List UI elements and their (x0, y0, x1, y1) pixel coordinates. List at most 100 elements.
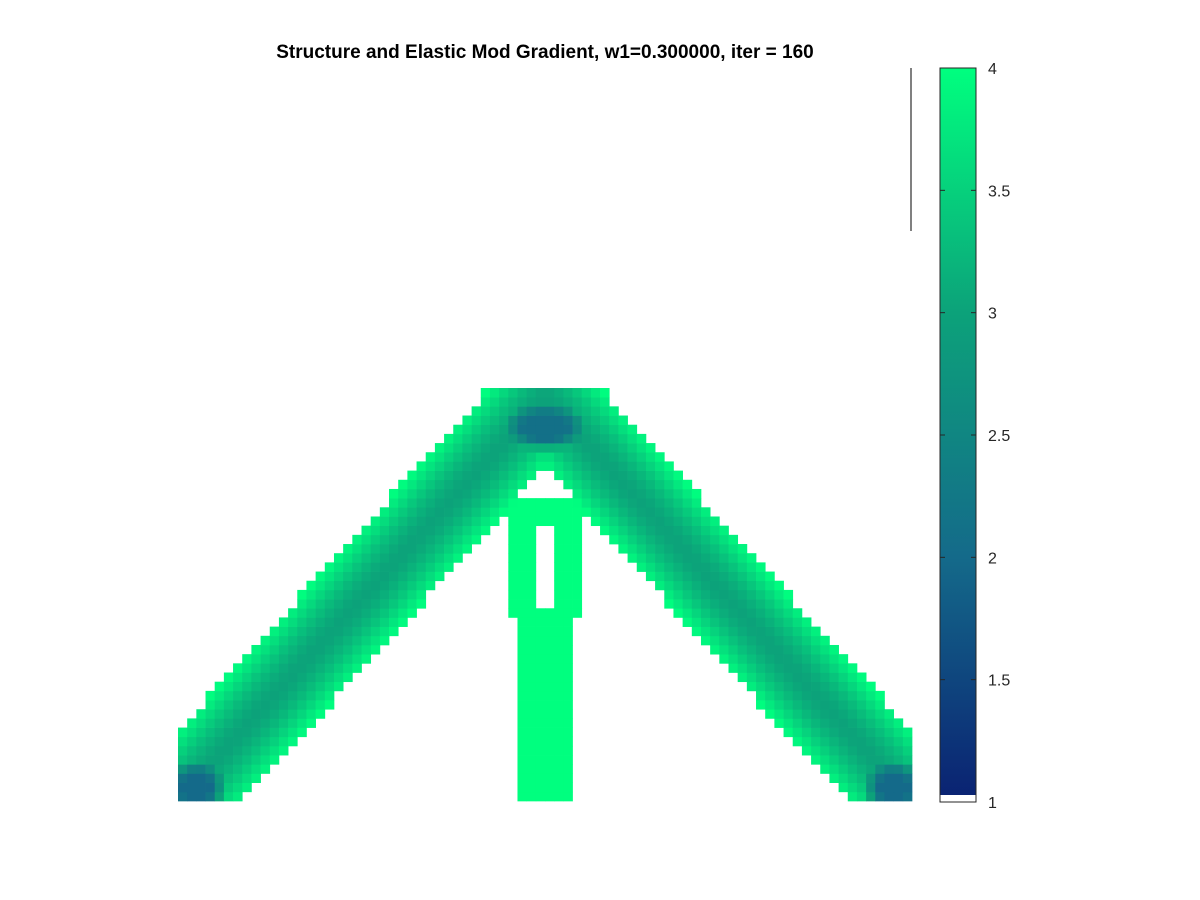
heatmap-cell (278, 663, 289, 673)
heatmap-cell (196, 709, 206, 719)
heatmap-cell (535, 745, 546, 756)
heatmap-cell (278, 736, 289, 747)
heatmap-cell (398, 571, 408, 582)
heatmap-cell (223, 764, 234, 774)
heatmap-cell (563, 525, 573, 536)
heatmap-cell (710, 580, 720, 591)
heatmap-cell (416, 488, 427, 499)
heatmap-cell (462, 461, 472, 471)
heatmap-cell (352, 580, 362, 591)
heatmap-cell (398, 544, 408, 554)
heatmap-cell (343, 599, 353, 609)
heatmap-cell (820, 755, 830, 765)
heatmap-cell (223, 773, 234, 783)
heatmap-cell (471, 461, 482, 471)
heatmap-cell (471, 525, 482, 536)
heatmap-cell (242, 736, 252, 747)
heatmap-cell (205, 700, 216, 710)
heatmap-cell (370, 599, 381, 609)
heatmap-cell (526, 470, 537, 481)
heatmap-cell (756, 635, 766, 646)
heatmap-cell (398, 562, 408, 572)
colorbar-tick-label: 3.5 (988, 183, 1010, 200)
heatmap-cell (416, 571, 427, 582)
heatmap-cell (609, 443, 619, 453)
heatmap-cell (370, 544, 381, 554)
heatmap-cell (581, 452, 592, 462)
heatmap-cell (508, 388, 518, 398)
heatmap-cell (554, 397, 564, 407)
heatmap-cell (343, 571, 353, 582)
heatmap-cell (838, 690, 849, 701)
heatmap-cell (398, 479, 408, 490)
heatmap-cell (315, 608, 326, 618)
heatmap-cell (866, 745, 876, 756)
heatmap-cell (572, 608, 583, 618)
heatmap-cell (572, 433, 583, 444)
heatmap-cell (627, 534, 638, 545)
heatmap-cell (590, 443, 601, 453)
heatmap-cell (444, 433, 454, 444)
heatmap-cell (554, 516, 564, 527)
heatmap-cell (875, 736, 885, 747)
heatmap-cell (398, 488, 408, 499)
heatmap-cell (554, 415, 564, 426)
heatmap-cell (545, 755, 555, 765)
heatmap-cell (783, 672, 794, 683)
heatmap-cell (389, 571, 399, 582)
heatmap-cell (820, 764, 830, 774)
heatmap-cell (517, 424, 528, 435)
heatmap-cell (645, 461, 656, 471)
heatmap-cell (517, 672, 528, 683)
heatmap-cell (737, 571, 748, 582)
heatmap-cell (187, 755, 197, 765)
heatmap-cell (517, 718, 528, 728)
heatmap-cell (214, 727, 225, 738)
heatmap-cell (324, 654, 335, 664)
heatmap-cell (774, 654, 784, 664)
heatmap-cell (526, 599, 537, 609)
heatmap-cell (508, 498, 518, 508)
heatmap-cell (389, 562, 399, 572)
heatmap-cell (499, 433, 509, 444)
heatmap-cell (636, 534, 647, 545)
heatmap-cell (792, 727, 803, 738)
heatmap-cell (288, 635, 298, 646)
heatmap-cell (554, 681, 564, 692)
heatmap-cell (856, 727, 867, 738)
heatmap-cell (288, 626, 298, 637)
heatmap-cell (315, 589, 326, 600)
heatmap-cell (902, 736, 913, 747)
heatmap-cell (801, 626, 812, 637)
heatmap-cell (489, 388, 500, 398)
heatmap-cell (251, 727, 261, 738)
heatmap-cell (545, 617, 555, 627)
heatmap-cell (352, 626, 362, 637)
heatmap-cell (223, 718, 234, 728)
heatmap-cell (875, 709, 885, 719)
plot-area (178, 388, 913, 802)
heatmap-cell (801, 654, 812, 664)
heatmap-cell (260, 700, 271, 710)
heatmap-cell (563, 718, 573, 728)
heatmap-cell (563, 470, 573, 481)
heatmap-cell (288, 654, 298, 664)
heatmap-cell (691, 488, 702, 499)
heatmap-cell (444, 544, 454, 554)
heatmap-cell (554, 525, 564, 536)
heatmap-cell (783, 589, 794, 600)
heatmap-cell (664, 516, 674, 527)
heatmap-cell (609, 433, 619, 444)
heatmap-cell (471, 415, 482, 426)
heatmap-cell (700, 608, 711, 618)
heatmap-cell (866, 681, 876, 692)
heatmap-cell (545, 397, 555, 407)
heatmap-cell (178, 782, 188, 793)
heatmap-cell (480, 488, 491, 499)
heatmap-cell (508, 599, 518, 609)
heatmap-cell (811, 755, 821, 765)
heatmap-cell (453, 479, 463, 490)
heatmap-cell (655, 461, 665, 471)
heatmap-cell (343, 562, 353, 572)
heatmap-cell (563, 709, 573, 719)
